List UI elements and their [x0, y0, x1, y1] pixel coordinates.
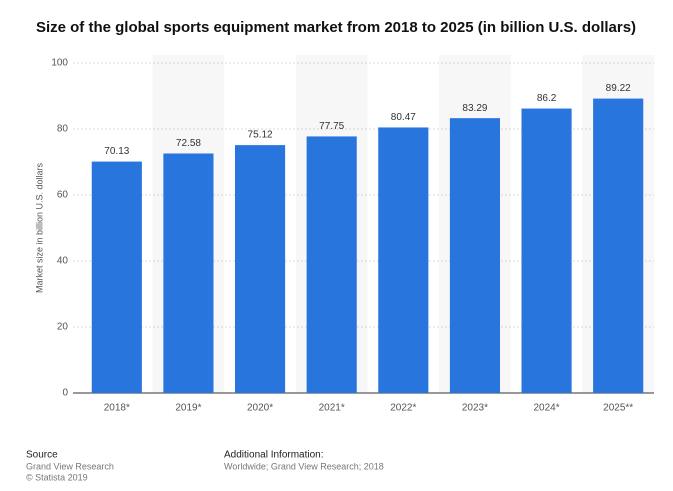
y-tick-label: 60 [57, 190, 69, 201]
value-label: 86.2 [537, 93, 557, 104]
chart-title: Size of the global sports equipment mark… [36, 19, 636, 36]
source: Grand View Research [26, 461, 114, 471]
value-label: 83.29 [462, 103, 487, 114]
x-tick-label: 2024* [533, 403, 559, 414]
x-tick-label: 2021* [319, 403, 345, 414]
value-label: 72.58 [176, 138, 201, 149]
bar [91, 161, 142, 393]
x-tick-label: 2023* [462, 403, 488, 414]
value-label: 75.12 [248, 130, 273, 141]
y-tick-label: 100 [51, 58, 68, 69]
x-tick-label: 2020* [247, 403, 273, 414]
y-tick-label: 40 [57, 256, 69, 267]
value-label: 80.47 [391, 112, 416, 123]
x-tick-label: 2019* [175, 403, 201, 414]
value-label: 70.13 [104, 146, 129, 157]
copyright: © Statista 2019 [26, 472, 88, 482]
x-tick-label: 2018* [104, 403, 130, 414]
bar [306, 136, 357, 394]
bar [521, 108, 572, 393]
y-tick-label: 20 [57, 322, 69, 333]
bar [593, 98, 644, 393]
value-label: 89.22 [606, 83, 631, 94]
info: Worldwide; Grand View Research; 2018 [224, 461, 384, 471]
info-heading: Additional Information: [224, 450, 324, 461]
bar [163, 153, 214, 393]
y-axis-label: Market size in billion U.S. dollars [34, 162, 44, 293]
y-tick-label: 0 [62, 388, 68, 399]
source-heading: Source [26, 450, 58, 461]
bar [449, 118, 501, 393]
x-tick-label: 2025** [603, 403, 633, 414]
bar [234, 145, 286, 393]
y-tick-label: 80 [57, 124, 69, 135]
bar [378, 127, 429, 393]
value-label: 77.75 [319, 121, 344, 132]
x-tick-label: 2022* [390, 403, 416, 414]
